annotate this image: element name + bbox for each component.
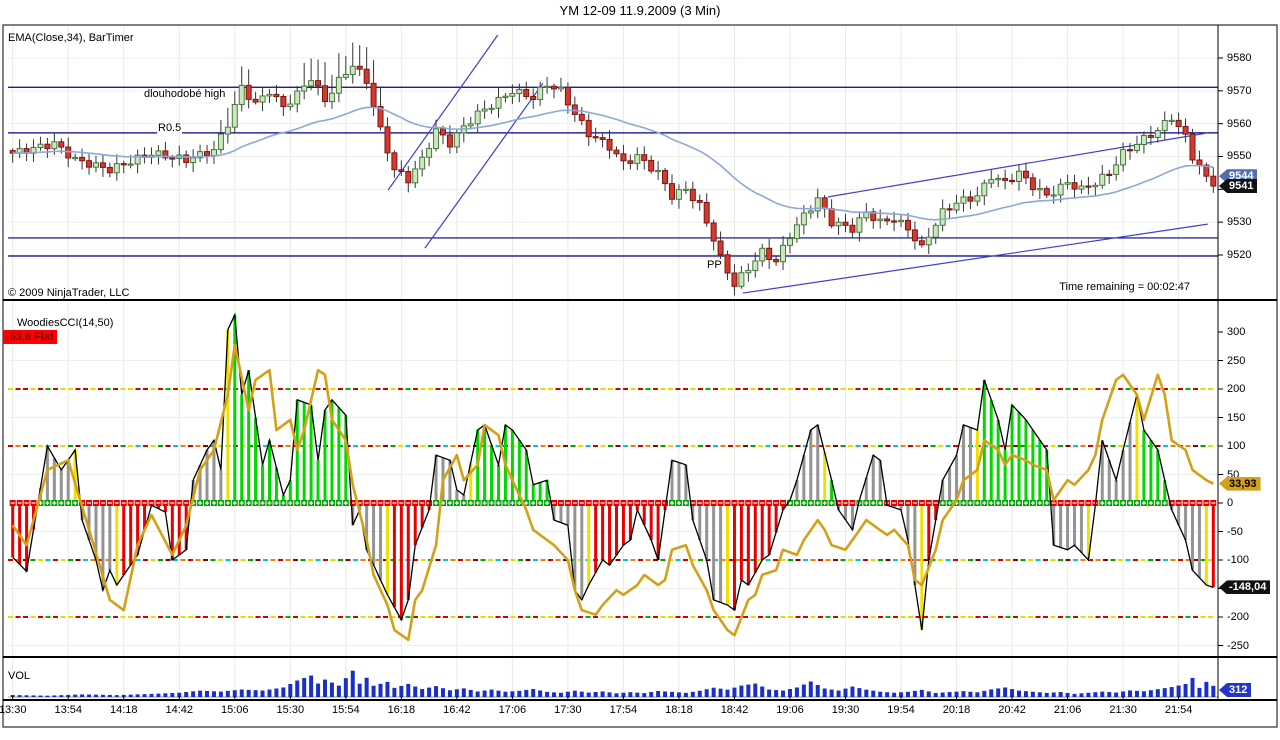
time-axis-label: 21:30 [1109, 704, 1137, 716]
axis-tick-marks [12, 57, 1223, 700]
cci-value-marker: -148,04 [1219, 580, 1271, 595]
time-axis-label: 15:54 [332, 704, 360, 716]
time-axis-label: 20:42 [998, 704, 1026, 716]
time-axis-label: 15:30 [276, 704, 305, 716]
time-axis-label: 21:06 [1053, 704, 1082, 716]
volume-value-marker: 312 [1219, 683, 1252, 697]
level-label-long-term-high: dlouhodobé high [143, 88, 227, 101]
time-axis-label: 13:30 [0, 704, 27, 716]
cci-line [12, 312, 1214, 631]
time-axis-label: 14:42 [165, 704, 194, 716]
time-axis-label: 17:06 [498, 704, 527, 716]
cci-axis-label: -100 [1227, 554, 1250, 566]
cci-axis-label: -50 [1227, 525, 1243, 538]
time-axis-label: 17:54 [609, 704, 638, 716]
price-axis-label: 9530 [1227, 216, 1252, 229]
trend-channels [387, 34, 1208, 294]
volume-bars [8, 670, 1218, 698]
price-axis-label: 9550 [1227, 150, 1252, 163]
price-axis-label: 9520 [1227, 248, 1252, 261]
cci-turbo-line [11, 343, 1214, 642]
cci-indicator-label: WoodiesCCI(14,50) [17, 317, 114, 329]
bar-timer-label: Time remaining = 00:02:47 [1059, 281, 1190, 293]
candlesticks [9, 42, 1217, 296]
cci-status-badge: -53,8 Flat [3, 330, 57, 344]
time-axis-label: 14:18 [109, 704, 138, 716]
time-axis-label: 13:54 [54, 704, 82, 716]
support-resistance-lines [8, 86, 1218, 257]
chart-title: YM 12-09 11.9.2009 (3 Min) [559, 3, 721, 18]
cci-axis-label: 250 [1227, 354, 1246, 367]
price-axis-label: 9580 [1227, 52, 1252, 64]
level-label-r05: R0.5 [157, 121, 183, 134]
time-axis-label: 21:54 [1164, 704, 1193, 716]
cci-zero-squares [9, 500, 1217, 506]
time-axis-label: 17:30 [554, 704, 582, 716]
time-axis-label: 16:42 [443, 704, 471, 716]
price-axis-label: 9570 [1227, 84, 1252, 97]
cci-axis-label: 200 [1227, 383, 1246, 395]
time-axis-label: 19:30 [831, 704, 860, 716]
time-axis-label: 19:06 [776, 704, 804, 716]
cci-axis-label: -200 [1227, 611, 1250, 623]
level-label-pp: PP [706, 258, 723, 271]
time-axis-label: 15:06 [221, 704, 249, 716]
last-price-marker: 9541 [1219, 179, 1258, 194]
ema-line [12, 106, 1214, 221]
time-axis-label: 19:54 [887, 704, 915, 716]
cci-axis-label: 100 [1227, 440, 1246, 452]
cci-axis-label: 0 [1227, 497, 1234, 509]
cci-histogram [11, 314, 1215, 631]
cci-turbo-marker: 33,93 [1219, 476, 1261, 491]
cci-axis-label: 150 [1227, 411, 1246, 424]
gridlines [8, 26, 1218, 699]
time-axis-label: 16:18 [387, 704, 416, 716]
cci-axis-label: -250 [1227, 639, 1250, 652]
ema-indicator-label: EMA(Close,34), BarTimer [8, 32, 134, 44]
cci-axis-label: 300 [1227, 326, 1246, 338]
time-axis-label: 20:18 [942, 704, 971, 716]
volume-indicator-label: VOL [8, 670, 31, 682]
copyright-label: © 2009 NinjaTrader, LLC [8, 287, 130, 299]
time-axis-label: 18:18 [665, 704, 693, 716]
price-axis-label: 9560 [1227, 117, 1252, 130]
time-axis-label: 18:42 [720, 704, 749, 716]
panel-frame [2, 24, 1278, 728]
